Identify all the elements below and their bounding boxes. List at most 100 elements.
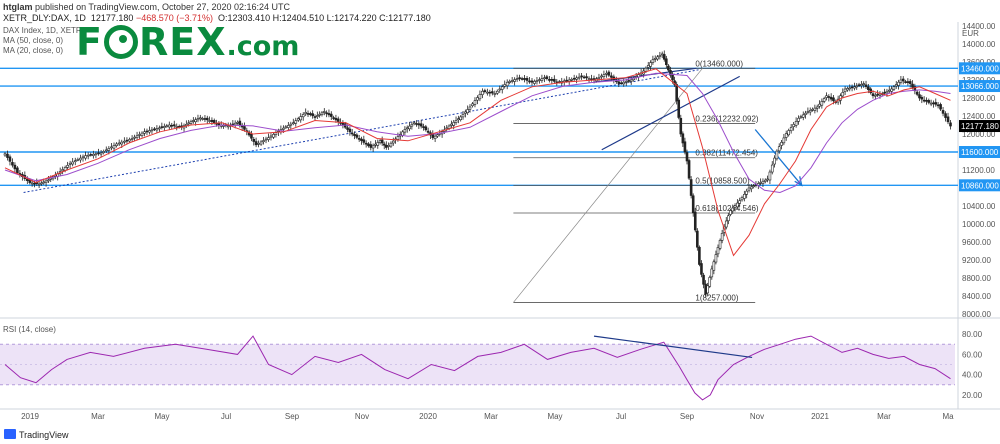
candle-body [797, 117, 800, 122]
candle-body [250, 133, 253, 139]
candle-body [26, 178, 29, 181]
candle-body [291, 122, 295, 125]
candle-body [822, 98, 826, 102]
forex-logo: F REX.com [76, 20, 300, 64]
candle-body [693, 211, 697, 231]
candle-body [417, 123, 421, 126]
candle-body [665, 58, 668, 66]
candle-body [818, 103, 821, 107]
candle-body [677, 99, 681, 118]
y-tick-label: 10000.00 [962, 220, 996, 229]
candle-body [66, 165, 69, 168]
candle-body [946, 116, 950, 123]
candle-body [941, 110, 945, 114]
candle-body [784, 133, 788, 138]
candle-body [196, 118, 200, 121]
candle-body [622, 81, 626, 85]
y-tick-label: 8400.00 [962, 292, 991, 301]
candle-body [515, 78, 519, 80]
candle-body [217, 123, 221, 126]
candle-body [862, 83, 866, 85]
currency-label: EUR [962, 29, 979, 38]
y-tick-label: 12400.00 [962, 112, 996, 121]
candle-body [264, 138, 268, 141]
y-tick-label: 14000.00 [962, 40, 996, 49]
candle-body [92, 153, 95, 157]
candle-body [752, 185, 755, 188]
candle-body [841, 92, 845, 97]
candle-body [481, 90, 484, 95]
candle-body [860, 84, 863, 86]
candle-body [194, 119, 197, 123]
candle-body [318, 113, 321, 116]
candle-body [503, 84, 507, 87]
candle-body [205, 117, 209, 121]
candle-body [471, 103, 474, 107]
candle-body [714, 254, 718, 263]
candle-body [187, 122, 190, 125]
candle-body [128, 139, 131, 142]
candle-body [367, 143, 370, 147]
x-tick-label: 2021 [811, 412, 829, 421]
candle-body [911, 83, 914, 88]
candle-body [410, 124, 414, 127]
x-tick-label: Mar [91, 412, 105, 421]
candle-body [766, 178, 769, 181]
candle-body [706, 285, 709, 294]
candle-body [850, 86, 854, 89]
ohlc-values: O:12303.410 H:12404.510 L:12174.220 C:12… [218, 13, 431, 23]
candle-body [172, 124, 176, 127]
candle-body [332, 117, 335, 119]
candle-body [117, 142, 121, 145]
candle-body [597, 77, 601, 79]
candle-body [729, 210, 732, 215]
candle-body [649, 62, 652, 67]
candle-body [510, 80, 514, 82]
candle-body [130, 138, 134, 140]
candle-body [651, 59, 655, 63]
candle-body [600, 75, 603, 78]
candle-body [348, 128, 352, 133]
candle-body [486, 91, 489, 94]
candle-body [97, 152, 100, 155]
candle-body [424, 126, 428, 131]
candle-body [115, 143, 118, 146]
candle-body [794, 121, 798, 126]
candle-body [918, 94, 921, 99]
indicator-title: DAX Index, 1D, XETR [3, 26, 82, 35]
candle-body [733, 205, 737, 208]
candle-body [208, 120, 211, 122]
candle-body [203, 118, 207, 120]
candle-body [899, 79, 903, 83]
candle-body [548, 79, 551, 81]
candle-body [8, 156, 12, 162]
candle-body [135, 135, 139, 138]
projection-arrow [754, 129, 803, 186]
candle-body [254, 141, 258, 146]
candle-body [81, 156, 85, 159]
candle-body [199, 117, 202, 120]
candle-body [687, 160, 691, 179]
candle-body [192, 120, 195, 122]
candle-body [533, 81, 536, 84]
candle-body [269, 135, 273, 138]
candle-body [780, 142, 783, 146]
candle-body [362, 139, 366, 143]
candle-body [243, 126, 246, 130]
candle-body [656, 56, 659, 60]
candle-body [40, 182, 43, 185]
candle-body [602, 74, 606, 78]
candle-body [763, 179, 767, 182]
author-name: htglam [3, 2, 33, 12]
candle-body [408, 125, 411, 130]
candle-body [238, 120, 242, 125]
candle-body [274, 132, 278, 135]
candle-body [336, 118, 340, 122]
candle-body [736, 202, 739, 208]
candle-body [189, 121, 193, 124]
candle-body [289, 123, 293, 126]
candle-body [47, 179, 50, 182]
candle-body [431, 133, 435, 138]
fib-level-label: 0.5(10858.500) [695, 176, 750, 185]
